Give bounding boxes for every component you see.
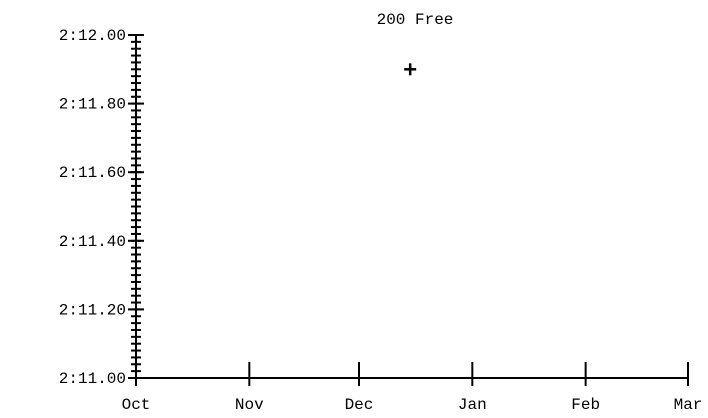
y-tick-label: 2:12.00 bbox=[59, 27, 126, 45]
x-ticks: Oct Nov Dec Jan Feb Mar bbox=[122, 362, 703, 414]
x-tick-label: Mar bbox=[674, 396, 703, 414]
x-tick-label: Feb bbox=[571, 396, 600, 414]
y-tick-label: 2:11.40 bbox=[59, 233, 126, 251]
data-point bbox=[404, 63, 417, 76]
x-tick-label: Dec bbox=[345, 396, 374, 414]
axes bbox=[135, 35, 688, 379]
x-tick-label: Nov bbox=[235, 396, 264, 414]
y-tick-label: 2:11.00 bbox=[59, 370, 126, 388]
x-tick-label: Jan bbox=[458, 396, 487, 414]
y-tick-label: 2:11.80 bbox=[59, 96, 126, 114]
y-ticks: 2:11.00 2:11.20 2:11.40 2:11.60 2:11.80 2:12.… bbox=[59, 27, 144, 388]
y-tick-label: 2:11.20 bbox=[59, 301, 126, 319]
data-points bbox=[404, 63, 417, 76]
chart-title: 200 Free bbox=[377, 11, 454, 29]
x-tick-label: Oct bbox=[122, 396, 151, 414]
y-tick-label: 2:11.60 bbox=[59, 164, 126, 182]
